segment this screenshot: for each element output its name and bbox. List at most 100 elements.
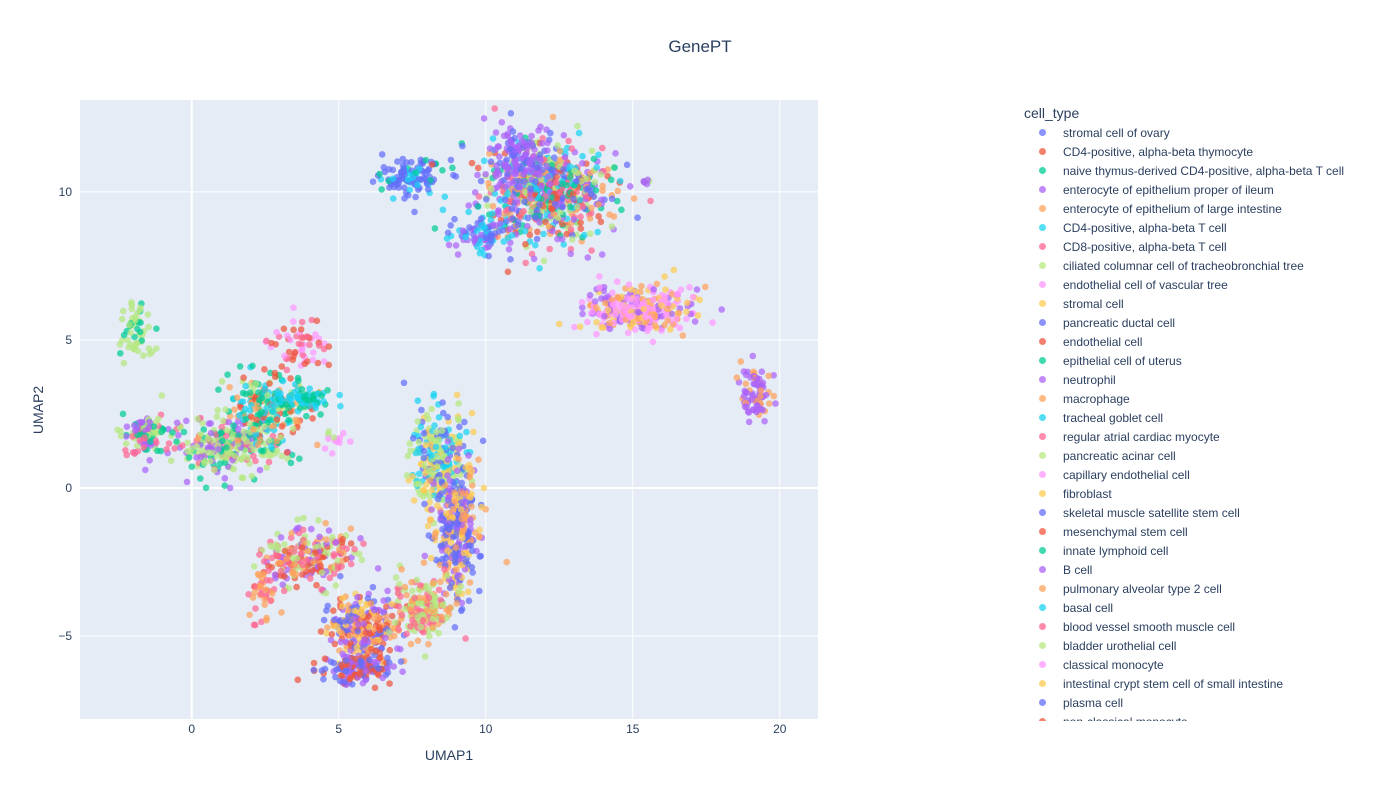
data-point [501, 196, 509, 204]
legend-item[interactable]: enterocyte of epithelium proper of ileum [1024, 180, 1400, 199]
legend-item[interactable]: innate lymphoid cell [1024, 541, 1400, 560]
legend-item[interactable]: non-classical monocyte [1024, 712, 1400, 721]
legend-item[interactable]: stromal cell of ovary [1024, 123, 1400, 142]
legend-item[interactable]: regular atrial cardiac myocyte [1024, 427, 1400, 446]
data-point [388, 612, 396, 620]
data-point [486, 150, 493, 157]
legend-item[interactable]: pancreatic ductal cell [1024, 313, 1400, 332]
legend-marker-icon [1039, 281, 1046, 288]
legend-item[interactable]: blood vessel smooth muscle cell [1024, 617, 1400, 636]
data-point [372, 647, 380, 655]
legend-item[interactable]: stromal cell [1024, 294, 1400, 313]
data-point [343, 555, 350, 563]
legend-item[interactable]: intestinal crypt stem cell of small inte… [1024, 674, 1400, 693]
legend-item[interactable]: plasma cell [1024, 693, 1400, 712]
data-point [466, 542, 473, 549]
data-point [233, 394, 241, 401]
data-point [346, 632, 354, 639]
data-point [485, 243, 493, 250]
data-point [310, 659, 318, 667]
legend-item[interactable]: capillary endothelial cell [1024, 465, 1400, 484]
legend-item[interactable]: pancreatic acinar cell [1024, 446, 1400, 465]
data-point [469, 569, 477, 576]
legend-item[interactable]: CD4-positive, alpha-beta thymocyte [1024, 142, 1400, 161]
data-point [409, 174, 417, 182]
data-point [408, 158, 415, 166]
data-point [475, 456, 482, 464]
legend-item[interactable]: fibroblast [1024, 484, 1400, 503]
legend-item[interactable]: naive thymus-derived CD4-positive, alpha… [1024, 161, 1400, 180]
legend-item[interactable]: macrophage [1024, 389, 1400, 408]
data-point [341, 618, 349, 625]
legend-item[interactable]: endothelial cell of vascular tree [1024, 275, 1400, 294]
data-point [243, 438, 250, 445]
data-point [579, 304, 586, 311]
data-point [534, 164, 541, 171]
legend-item[interactable]: B cell [1024, 560, 1400, 579]
data-point [440, 409, 447, 417]
data-point [427, 516, 435, 523]
data-point [468, 409, 476, 417]
legend-item[interactable]: skeletal muscle satellite stem cell [1024, 503, 1400, 522]
legend[interactable]: cell_type stromal cell of ovary CD4-posit… [1024, 103, 1400, 721]
data-point [424, 186, 432, 193]
data-point [408, 578, 415, 586]
data-point [283, 449, 291, 456]
data-point [266, 416, 274, 424]
data-point [351, 545, 358, 553]
legend-item[interactable]: CD4-positive, alpha-beta T cell [1024, 218, 1400, 237]
data-point [336, 618, 343, 625]
data-point [386, 680, 393, 687]
legend-item[interactable]: neutrophil [1024, 370, 1400, 389]
data-point [348, 554, 355, 561]
data-point [320, 675, 327, 683]
data-point [338, 563, 345, 570]
data-point [294, 374, 302, 382]
legend-item[interactable]: enterocyte of epithelium of large intest… [1024, 199, 1400, 218]
data-point [442, 444, 449, 451]
data-point [465, 208, 472, 216]
data-point [218, 423, 225, 431]
data-point [611, 164, 618, 171]
legend-item[interactable]: mesenchymal stem cell [1024, 522, 1400, 541]
data-point [246, 407, 254, 414]
data-point [567, 174, 574, 181]
legend-item[interactable]: tracheal goblet cell [1024, 408, 1400, 427]
data-point [435, 586, 443, 594]
data-point [435, 436, 443, 443]
data-point [515, 146, 522, 154]
data-point [248, 472, 256, 480]
data-point [330, 551, 338, 558]
data-point [360, 540, 367, 547]
legend-item[interactable]: ciliated columnar cell of tracheobronchi… [1024, 256, 1400, 275]
legend-item[interactable]: classical monocyte [1024, 655, 1400, 674]
legend-item[interactable]: epithelial cell of uterus [1024, 351, 1400, 370]
data-point [435, 414, 443, 421]
data-point [478, 222, 485, 229]
legend-item[interactable]: endothelial cell [1024, 332, 1400, 351]
data-point [320, 358, 328, 365]
legend-items[interactable]: stromal cell of ovary CD4-positive, alpha… [1024, 123, 1400, 721]
data-point [551, 200, 559, 208]
legend-item[interactable]: CD8-positive, alpha-beta T cell [1024, 237, 1400, 256]
data-point [432, 443, 440, 451]
data-point [325, 527, 333, 534]
data-point [599, 187, 606, 194]
legend-item[interactable]: basal cell [1024, 598, 1400, 617]
data-point [430, 390, 438, 398]
data-point [283, 366, 291, 374]
data-point [322, 519, 329, 527]
data-point [658, 302, 665, 310]
legend-item[interactable]: bladder urothelial cell [1024, 636, 1400, 655]
data-point [271, 369, 279, 377]
data-point [504, 170, 511, 177]
data-point [487, 158, 495, 165]
data-point [683, 299, 691, 307]
legend-item[interactable]: pulmonary alveolar type 2 cell [1024, 579, 1400, 598]
data-point [492, 146, 499, 153]
data-point [489, 135, 497, 142]
data-point [595, 213, 602, 220]
legend-item-label: endothelial cell [1063, 334, 1143, 349]
data-point [153, 439, 160, 447]
data-point [421, 552, 429, 560]
